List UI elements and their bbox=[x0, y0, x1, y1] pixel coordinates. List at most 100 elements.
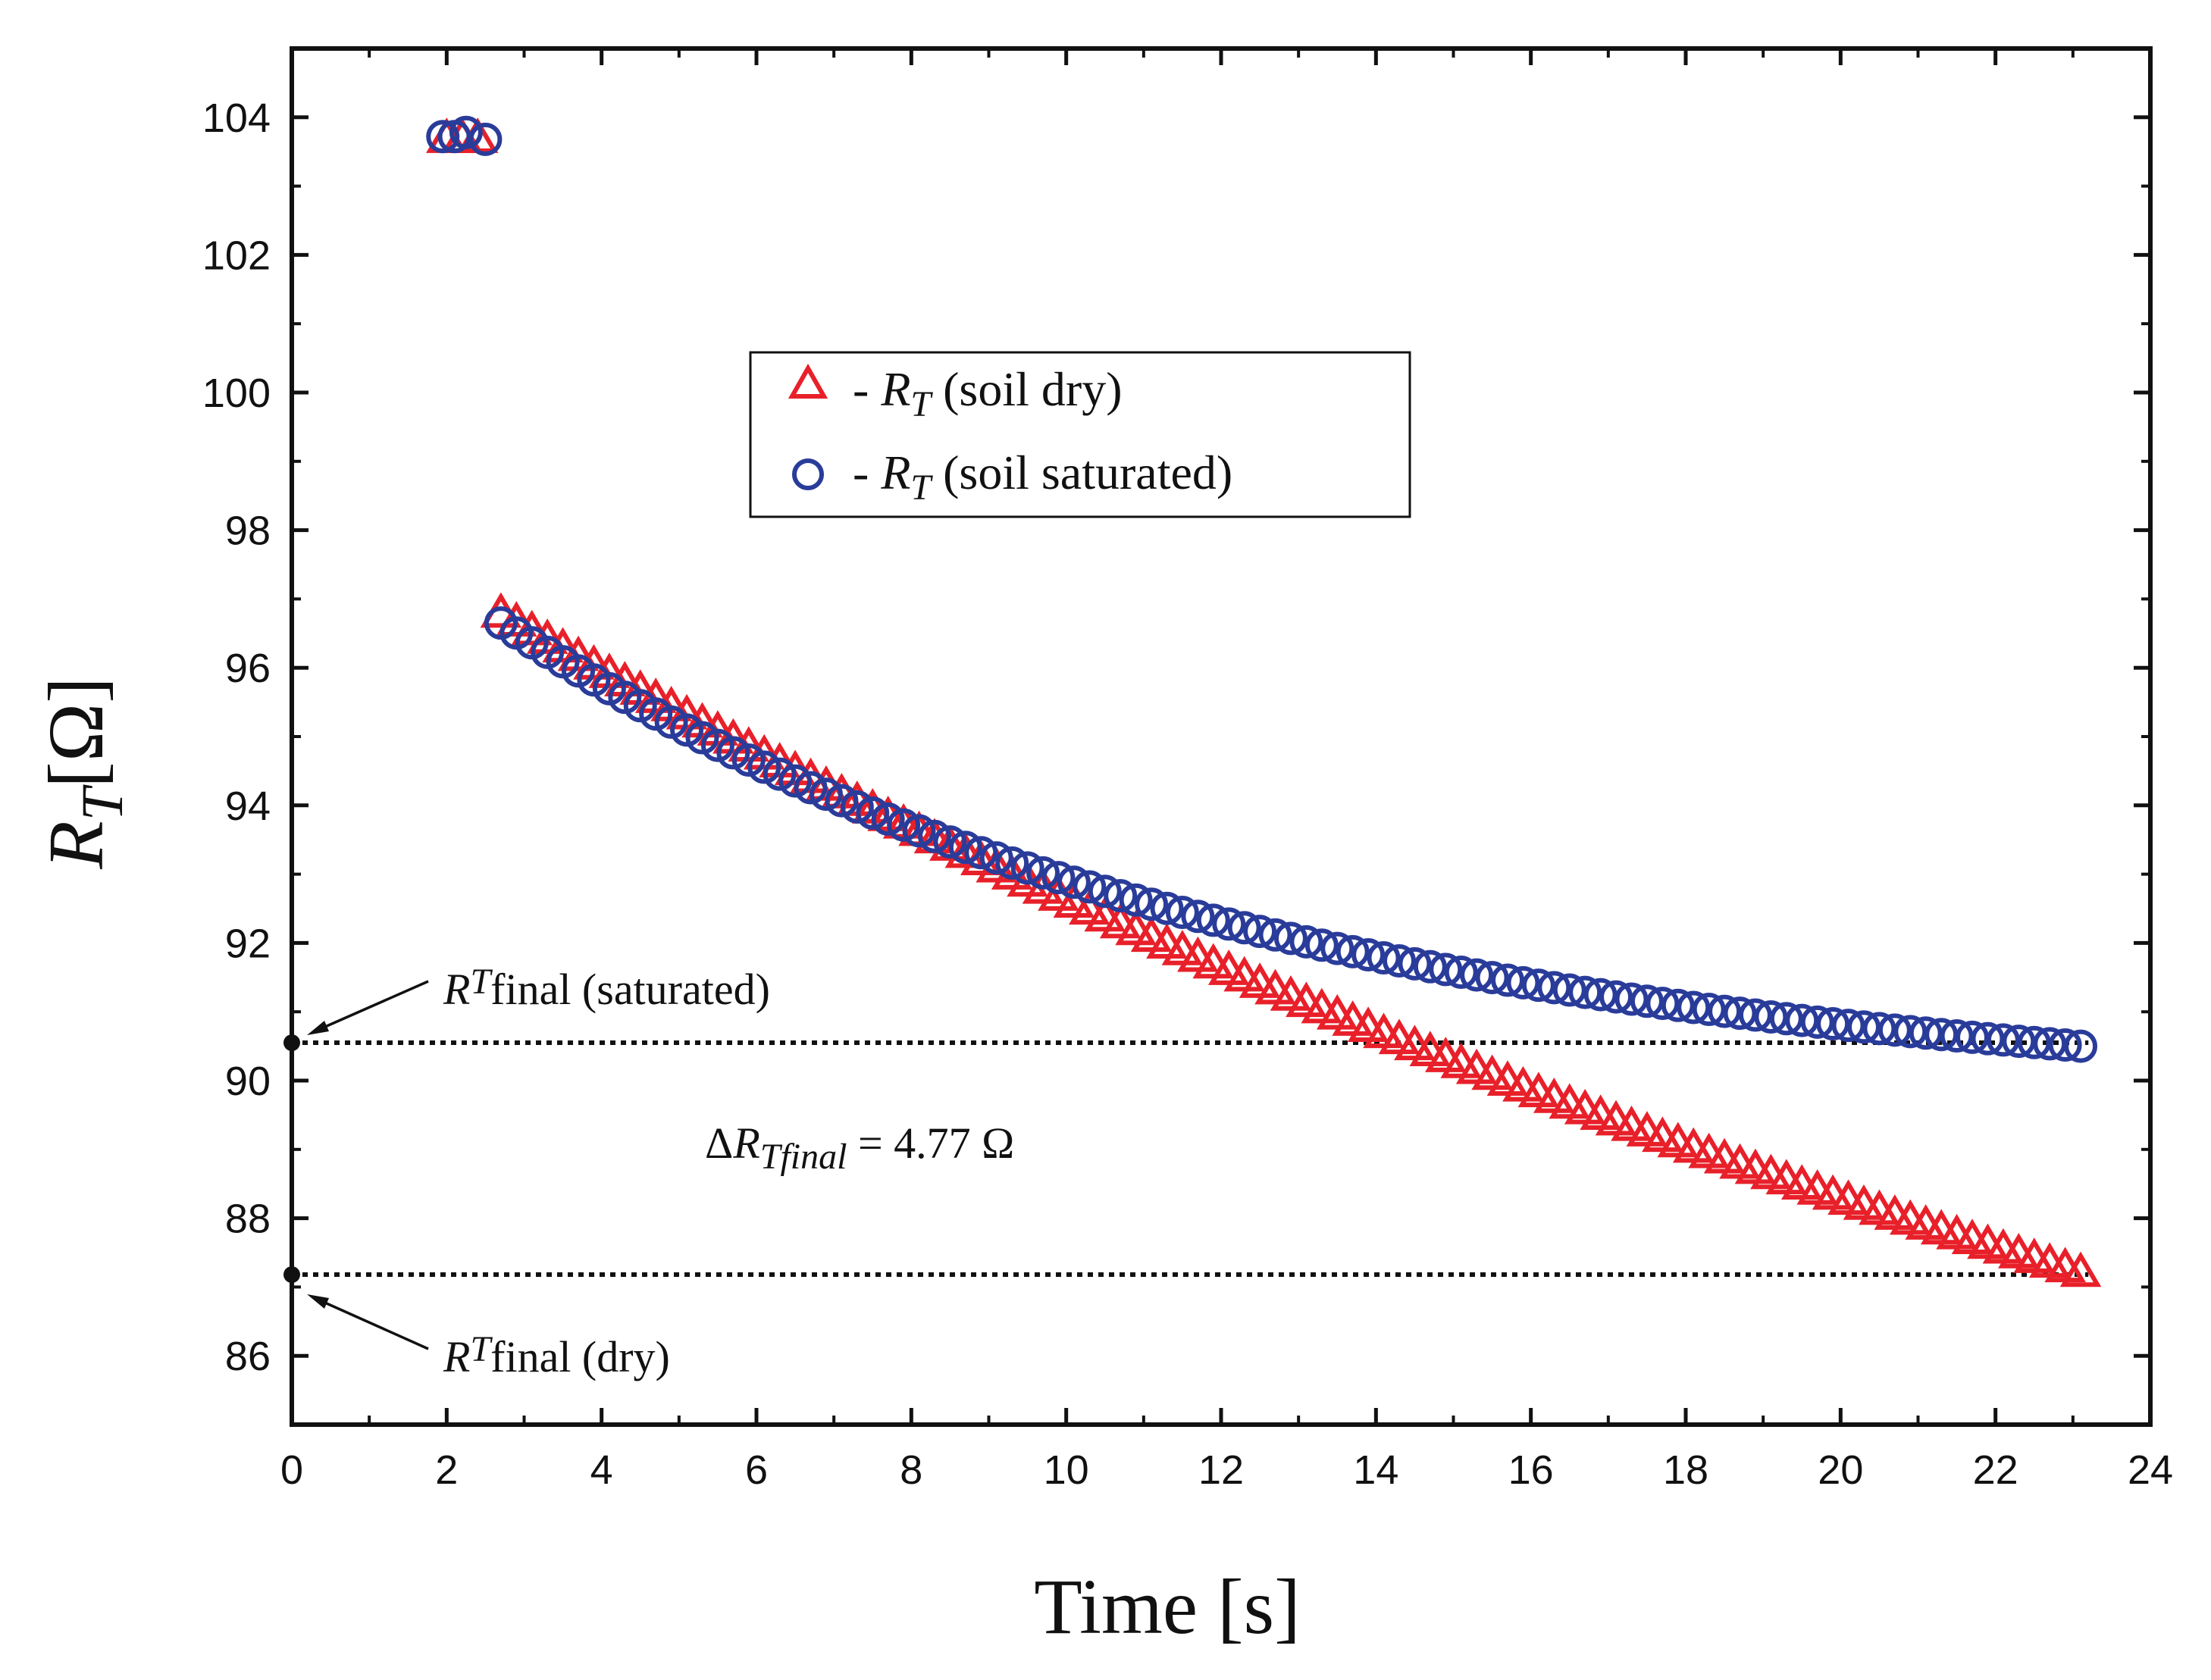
data-point-circle bbox=[995, 846, 1029, 880]
series-soil-dry bbox=[426, 117, 2102, 1287]
x-axis-tick-labels: 0 2 4 6 8 10 12 14 16 18 20 22 24 bbox=[280, 1447, 2173, 1493]
y-tick-label: 96 bbox=[225, 646, 271, 691]
data-point-circle bbox=[1212, 907, 1246, 941]
data-point-triangle bbox=[728, 726, 770, 762]
data-point-triangle bbox=[542, 627, 584, 663]
data-point-circle bbox=[639, 697, 673, 731]
data-point-circle bbox=[1336, 934, 1370, 968]
data-point-circle bbox=[1661, 988, 1695, 1022]
data-point-circle bbox=[670, 713, 704, 747]
data-point-circle bbox=[685, 721, 719, 755]
data-point-circle bbox=[1877, 1013, 1912, 1047]
data-point-circle bbox=[1816, 1007, 1850, 1041]
y-tick-label: 90 bbox=[225, 1059, 271, 1104]
data-point-circle bbox=[1552, 973, 1586, 1007]
data-point-circle bbox=[1398, 946, 1432, 981]
legend-box bbox=[749, 351, 1411, 518]
data-point-circle bbox=[1367, 941, 1401, 975]
data-point-circle bbox=[1800, 1005, 1834, 1039]
data-point-circle bbox=[654, 705, 688, 739]
data-point-circle bbox=[1351, 937, 1386, 971]
legend-sat-label: (soil saturated) bbox=[931, 446, 1232, 499]
data-point-circle bbox=[468, 122, 503, 156]
data-point-circle bbox=[1227, 911, 1261, 945]
data-point-circle bbox=[1924, 1018, 1959, 1052]
y-tick-label: 98 bbox=[225, 508, 271, 554]
data-point-circle bbox=[1413, 949, 1447, 984]
annotation-saturated-arrow bbox=[312, 980, 429, 1034]
annot-delta-main: R bbox=[732, 1118, 759, 1168]
data-point-circle bbox=[979, 841, 1013, 875]
data-point-circle bbox=[1723, 996, 1757, 1031]
annot-delta-prefix: Δ bbox=[705, 1118, 733, 1168]
data-point-circle bbox=[1568, 975, 1602, 1009]
x-tick-label: 12 bbox=[1198, 1447, 1244, 1493]
annotation-saturated-arrowhead bbox=[307, 1021, 329, 1035]
data-point-triangle bbox=[1130, 916, 1173, 953]
data-point-circle bbox=[1273, 921, 1307, 956]
data-point-circle bbox=[948, 831, 982, 865]
y-axis-title-main: R bbox=[33, 821, 120, 870]
data-point-circle bbox=[1692, 993, 1726, 1027]
data-point-circle bbox=[1956, 1020, 1990, 1054]
data-point-circle bbox=[917, 819, 951, 853]
y-tick-label: 102 bbox=[202, 233, 271, 278]
data-point-triangle bbox=[1069, 889, 1110, 925]
legend-dry-label: (soil dry) bbox=[931, 362, 1122, 416]
annotation-dry: RTfinal (dry) bbox=[443, 1329, 670, 1381]
y-tick-label: 94 bbox=[225, 784, 271, 829]
data-point-circle bbox=[887, 808, 921, 842]
data-point-circle bbox=[1909, 1016, 1943, 1050]
data-point-circle bbox=[1041, 861, 1076, 895]
data-point-triangle bbox=[944, 832, 987, 868]
data-point-circle bbox=[700, 728, 734, 762]
legend-marker-triangle bbox=[788, 363, 828, 399]
annot-dry-sub: T bbox=[470, 1329, 493, 1369]
data-point-circle bbox=[1491, 963, 1525, 997]
annotation-dry-arrowhead bbox=[307, 1294, 329, 1309]
y-tick-label: 88 bbox=[225, 1197, 271, 1242]
data-point-circle bbox=[1630, 984, 1664, 1018]
x-tick-label: 16 bbox=[1508, 1447, 1554, 1493]
data-point-triangle bbox=[1146, 923, 1188, 959]
x-tick-label: 0 bbox=[280, 1447, 303, 1493]
data-point-circle bbox=[1971, 1021, 2005, 1056]
x-tick-label: 24 bbox=[2128, 1447, 2173, 1493]
legend-marker-circle bbox=[792, 458, 824, 490]
legend-item-saturated: - RT (soil saturated) bbox=[853, 446, 1232, 508]
data-point-circle bbox=[763, 757, 797, 791]
data-point-circle bbox=[1010, 851, 1044, 885]
data-point-circle bbox=[1196, 903, 1230, 937]
y-axis-title: RT[Ω] bbox=[33, 677, 135, 869]
data-point-circle bbox=[1119, 883, 1153, 917]
reference-lines bbox=[292, 1040, 2089, 1278]
y-axis-tick-labels: 86 88 90 92 94 96 98 100 102 104 bbox=[202, 95, 271, 1379]
data-point-circle bbox=[1088, 874, 1122, 909]
annot-sat-sub: T bbox=[470, 962, 493, 1002]
data-point-circle bbox=[1429, 953, 1463, 987]
data-point-circle bbox=[1599, 980, 1633, 1014]
data-point-circle bbox=[933, 825, 967, 859]
data-point-circle bbox=[1320, 931, 1354, 965]
data-point-circle bbox=[1135, 887, 1169, 921]
x-tick-label: 2 bbox=[435, 1447, 458, 1493]
data-point-circle bbox=[1258, 918, 1292, 952]
anchor-dot bbox=[283, 1034, 300, 1052]
data-point-circle bbox=[1862, 1012, 1896, 1046]
annot-sat-rest: final (saturated) bbox=[490, 965, 770, 1014]
data-point-circle bbox=[1785, 1003, 1819, 1037]
data-point-circle bbox=[778, 764, 813, 798]
data-point-circle bbox=[1181, 899, 1215, 934]
data-point-circle bbox=[716, 736, 750, 770]
y-axis-title-unit: [Ω] bbox=[33, 677, 120, 788]
data-point-circle bbox=[1614, 982, 1649, 1016]
data-point-circle bbox=[871, 802, 905, 836]
data-point-circle bbox=[1940, 1019, 1974, 1053]
annot-delta-sub: Tfinal bbox=[760, 1137, 847, 1177]
data-point-circle bbox=[825, 784, 859, 818]
data-point-triangle bbox=[1084, 896, 1126, 932]
data-point-circle bbox=[1165, 896, 1199, 930]
data-point-circle bbox=[426, 120, 460, 154]
y-axis-title-sub: T bbox=[69, 784, 135, 821]
